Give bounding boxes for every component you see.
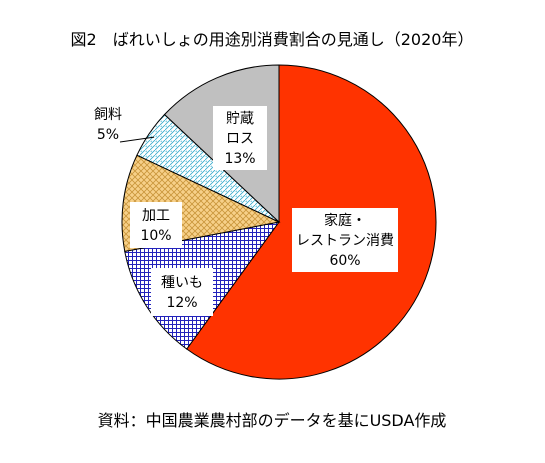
slice-value-storage-loss: 13% [224, 151, 255, 167]
leader-line-feed [119, 136, 155, 143]
slice-label-storage-loss: 貯蔵 [226, 111, 254, 127]
slice-label-box-home-restaurant [292, 208, 398, 272]
slice-label-storage-loss: ロス [226, 131, 254, 147]
chart-title: 図2 ばれいしょの用途別消費割合の見通し（2020年） [71, 30, 474, 49]
slice-value-home-restaurant: 60% [329, 253, 360, 269]
slice-value-feed: 5% [97, 127, 119, 143]
slice-label-feed: 飼料 [94, 107, 122, 123]
slice-label-box-processing [130, 202, 182, 248]
slice-label-box-storage-loss [213, 106, 267, 170]
slice-label-home-restaurant: 家庭・ [324, 212, 366, 229]
source-note: 資料：中国農業農村部のデータを基にUSDA作成 [98, 411, 447, 430]
slice-label-processing: 加工 [142, 208, 170, 224]
slice-value-seed: 12% [166, 295, 197, 311]
slice-label-home-restaurant: レストラン消費 [296, 233, 394, 249]
slice-label-box-seed [151, 268, 213, 316]
slice-label-seed: 種いも [161, 275, 203, 291]
slice-value-processing: 10% [140, 228, 171, 244]
